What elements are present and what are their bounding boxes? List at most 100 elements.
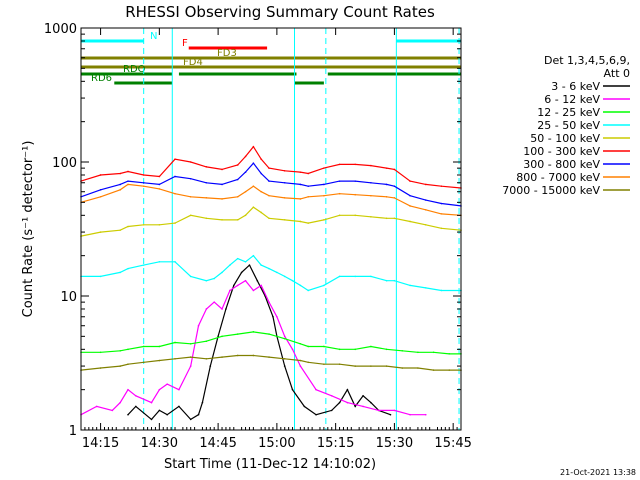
axes: 14:15 14:30 14:45 15:00 15:15 15:30 15:45 1 10 10… <box>44 22 472 451</box>
series-5-point-1 <box>99 174 102 176</box>
flag-label-FD4: FD4 <box>183 57 203 68</box>
series-4-point-24 <box>409 220 411 223</box>
series-0-point-13 <box>240 271 243 274</box>
series-8-point-5 <box>158 359 161 362</box>
y-axis-label: Count Rate (s⁻¹ detector⁻¹) <box>21 141 36 318</box>
series-7-point-5 <box>158 188 161 190</box>
series-3-point-26 <box>385 279 388 282</box>
series-4-point-6 <box>174 222 176 224</box>
series-7-point-6 <box>174 192 176 195</box>
series-8-point-14 <box>299 359 302 362</box>
series-line-8 <box>80 354 461 371</box>
series-3-point-28 <box>409 284 411 287</box>
series-8-point-10 <box>236 354 239 357</box>
series-2-point-5 <box>158 345 161 348</box>
series-2-point-1 <box>99 351 102 354</box>
series-7-point-2 <box>119 189 121 191</box>
series-6-point-26 <box>440 202 443 205</box>
series-6-point-21 <box>370 181 372 184</box>
series-1-point-4 <box>127 388 129 391</box>
series-3-point-7 <box>189 275 192 278</box>
series-3-point-2 <box>119 271 121 274</box>
series-0-point-11 <box>225 308 227 310</box>
series-5-point-10 <box>236 164 239 166</box>
series-2-point-11 <box>252 331 255 333</box>
series-5-point-21 <box>370 164 372 167</box>
plot-frame <box>80 27 462 431</box>
series-8-point-19 <box>370 365 372 367</box>
series-4-point-25 <box>424 223 427 226</box>
series-4-point-18 <box>323 219 325 221</box>
series-7-point-16 <box>299 198 302 200</box>
series-8-point-16 <box>323 363 325 365</box>
series-3-point-20 <box>299 284 302 287</box>
series-2-point-10 <box>236 333 239 335</box>
series-8-point-15 <box>307 361 310 364</box>
series-1-point-2 <box>111 409 114 412</box>
series-3-point-1 <box>99 275 102 278</box>
series-0-point-6 <box>189 418 192 421</box>
legend-entry-4: 50 - 100 keV <box>530 132 600 145</box>
series-5-point-11 <box>244 155 247 158</box>
series-3-point-8 <box>205 279 208 282</box>
series-1-point-30 <box>393 409 396 412</box>
series-7-point-8 <box>205 197 208 199</box>
series-6-point-13 <box>260 172 263 175</box>
series-3-point-14 <box>252 254 255 257</box>
x-tick-label-3: 15:00 <box>258 436 295 451</box>
series-3-point-27 <box>393 279 396 282</box>
series-7-point-24 <box>409 205 411 207</box>
series-7-point-20 <box>354 193 357 196</box>
series-7-point-11 <box>244 190 247 193</box>
flag-label-N: N <box>150 31 157 42</box>
series-4-point-3 <box>127 225 129 228</box>
legend-header-line-2: Att 0 <box>604 67 630 80</box>
series-8-point-13 <box>283 357 286 360</box>
series-5-point-24 <box>409 180 411 182</box>
series-6-point-5 <box>158 183 161 186</box>
series-1-point-16 <box>236 284 239 287</box>
series-3-point-23 <box>338 275 341 278</box>
series-5-point-22 <box>385 167 388 169</box>
series-0-point-2 <box>150 418 153 421</box>
series-5-point-23 <box>393 168 396 171</box>
series-8-point-22 <box>417 367 419 369</box>
series-1-point-17 <box>244 279 247 282</box>
series-1-point-26 <box>330 394 333 397</box>
series-0-point-0 <box>127 413 129 416</box>
series-1-point-14 <box>221 308 223 310</box>
series-1-point-1 <box>95 405 98 408</box>
series-7-point-7 <box>189 195 192 198</box>
series-2-point-16 <box>323 345 325 348</box>
series-6-point-14 <box>268 180 270 182</box>
x-tick-label-0: 14:15 <box>82 436 119 451</box>
series-1-point-20 <box>268 301 270 303</box>
series-4-point-4 <box>142 223 145 226</box>
series-1-point-6 <box>150 401 153 404</box>
legend-entry-3: 25 - 50 keV <box>537 119 600 132</box>
legend-entry-6: 300 - 800 keV <box>523 158 600 171</box>
series-0-point-9 <box>209 365 212 367</box>
series-6-point-1 <box>99 189 102 191</box>
series-8-point-12 <box>268 356 270 358</box>
series-5-point-7 <box>189 161 192 163</box>
series-5-point-4 <box>142 174 145 176</box>
series-line-0 <box>127 264 391 421</box>
series-4-point-8 <box>205 217 208 220</box>
series-line-2 <box>81 331 461 355</box>
series-3-point-17 <box>276 271 278 274</box>
series-line-7 <box>80 183 462 216</box>
data-series <box>80 145 462 421</box>
series-4-point-12 <box>252 206 255 208</box>
series-5-point-9 <box>221 168 223 171</box>
series-0-point-17 <box>272 315 274 318</box>
series-4-point-14 <box>268 217 270 220</box>
series-3-point-4 <box>142 264 145 266</box>
series-4-point-1 <box>99 231 102 233</box>
series-1-point-32 <box>424 413 427 416</box>
series-3-point-6 <box>174 260 176 263</box>
x-tick-label-4: 15:15 <box>317 436 354 451</box>
series-2-point-24 <box>448 353 451 355</box>
series-1-point-10 <box>189 365 192 367</box>
series-1-point-3 <box>119 401 121 404</box>
